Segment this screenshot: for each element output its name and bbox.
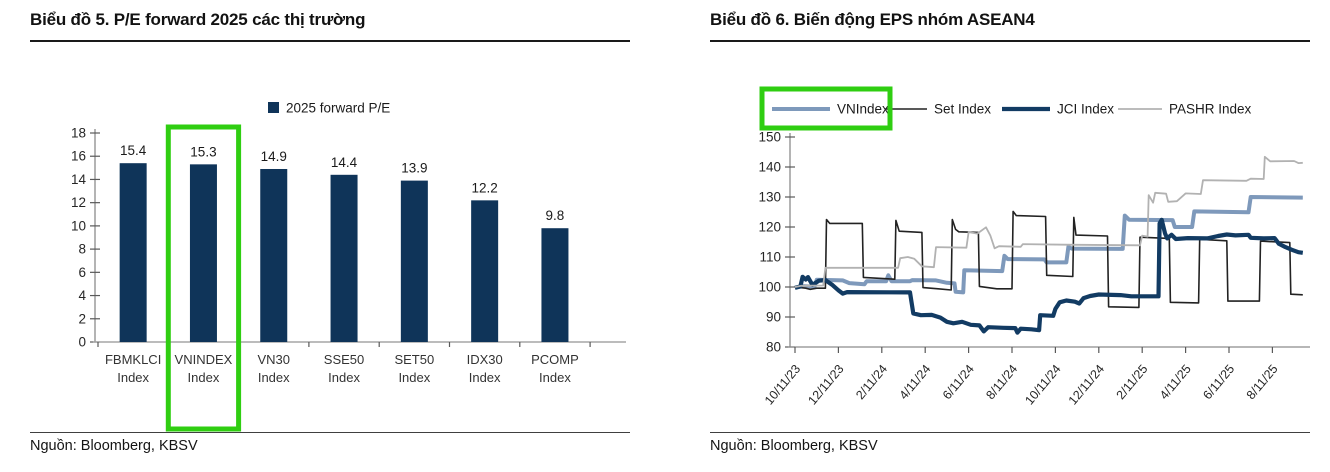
x-tick-label: 10/11/23	[762, 362, 803, 408]
highlight-box-vnindex-legend	[759, 86, 893, 131]
x-tick-label: 12/11/23	[805, 362, 846, 408]
y-tick-label: 2	[78, 311, 86, 326]
legend-label: 2025 forward P/E	[286, 101, 390, 116]
y-tick-label: 8	[78, 242, 86, 257]
category-label-line1: IDX30	[467, 352, 503, 367]
x-tick-label: 6/11/24	[940, 362, 977, 402]
y-tick-label: 80	[766, 340, 781, 355]
category-label-line2: Index	[469, 370, 501, 385]
bar-sse50	[330, 174, 358, 342]
y-tick-label: 120	[758, 220, 781, 235]
x-tick-label: 2/11/25	[1114, 362, 1151, 402]
category-label-line1: VNINDEX	[175, 352, 233, 367]
chart6-source: Nguồn: Bloomberg, KBSV	[710, 432, 1310, 454]
bar-value-label: 15.3	[190, 144, 216, 159]
y-tick-label: 14	[71, 172, 87, 187]
legend-label-pashr-index: PASHR Index	[1169, 102, 1252, 117]
y-tick-label: 4	[78, 288, 86, 303]
chart5-title: Biểu đồ 5. P/E forward 2025 các thị trườ…	[30, 10, 630, 42]
legend-label-vnindex: VNIndex	[837, 102, 889, 117]
y-tick-label: 0	[78, 335, 86, 350]
eps-asean4-chart-section: Biểu đồ 6. Biến động EPS nhóm ASEAN4 VNI…	[710, 10, 1310, 454]
category-label-line2: Index	[398, 370, 430, 385]
bar-pcomp	[541, 228, 569, 342]
bar-vnindex	[189, 164, 217, 342]
legend-label-jci-index: JCI Index	[1057, 102, 1114, 117]
y-tick-label: 140	[758, 160, 781, 175]
pe-forward-chart-section: Biểu đồ 5. P/E forward 2025 các thị trườ…	[30, 10, 630, 454]
category-label-line2: Index	[188, 370, 220, 385]
category-label-line1: VN30	[257, 352, 290, 367]
bar-chart-svg: 2025 forward P/E 0 2 4 6 8 10 12 14 16 18 15.4 FBMKL…	[71, 101, 626, 432]
bar-idx30	[471, 200, 499, 342]
y-tick-label: 130	[758, 190, 781, 205]
pe-forward-bar-chart: 2025 forward P/E 0 2 4 6 8 10 12 14 16 18 15.4 FBMKL…	[30, 42, 630, 432]
y-tick-label: 90	[766, 310, 781, 325]
bar-value-label: 14.4	[331, 155, 358, 170]
category-label-line2: Index	[539, 370, 571, 385]
x-tick-label: 10/11/24	[1022, 362, 1063, 408]
series-line-pashr-index	[794, 155, 1303, 288]
x-tick-label: 4/11/25	[1157, 362, 1194, 402]
series-line-vnindex	[794, 195, 1303, 295]
eps-asean4-line-chart: VNIndex Set Index JCI Index PASHR Index 80 90…	[710, 42, 1310, 432]
y-tick-label: 10	[71, 218, 86, 233]
y-tick-label: 12	[71, 195, 86, 210]
bar-vn30	[260, 168, 288, 342]
y-tick-label: 100	[758, 280, 781, 295]
category-label-line1: SET50	[394, 352, 434, 367]
chart5-source: Nguồn: Bloomberg, KBSV	[30, 432, 630, 454]
bar-value-label: 9.8	[546, 208, 565, 223]
y-tick-label: 18	[71, 126, 86, 141]
y-tick-label: 6	[78, 265, 86, 280]
bar-value-label: 15.4	[120, 143, 147, 158]
bar-value-label: 13.9	[401, 161, 427, 176]
chart6-title: Biểu đồ 6. Biến động EPS nhóm ASEAN4	[710, 10, 1310, 42]
category-label-line1: FBMKLCI	[105, 352, 161, 367]
category-label-line2: Index	[258, 370, 290, 385]
legend-label-set-index: Set Index	[934, 102, 991, 117]
line-chart-svg: VNIndex Set Index JCI Index PASHR Index 80 90…	[758, 86, 1310, 408]
bar-value-label: 12.2	[472, 180, 498, 195]
bar-fbmklci	[119, 163, 147, 342]
x-tick-label: 12/11/24	[1066, 362, 1107, 408]
y-tick-label: 110	[759, 250, 781, 265]
category-label-line2: Index	[328, 370, 360, 385]
x-tick-label: 6/11/25	[1200, 362, 1237, 402]
bar-set50	[400, 180, 428, 342]
series-line-jci-index	[794, 217, 1304, 335]
category-label-line1: PCOMP	[531, 352, 579, 367]
y-tick-label: 16	[71, 149, 86, 164]
category-label-line1: SSE50	[324, 352, 364, 367]
x-tick-label: 8/11/24	[983, 362, 1020, 402]
x-tick-label: 4/11/24	[897, 362, 934, 402]
series-line-set-index	[794, 210, 1303, 309]
y-tick-label: 150	[758, 130, 781, 145]
legend-marker-square	[268, 102, 279, 113]
bar-value-label: 14.9	[261, 149, 287, 164]
highlight-box-vnindex	[165, 124, 242, 432]
x-tick-label: 8/11/25	[1244, 362, 1281, 402]
category-label-line2: Index	[117, 370, 149, 385]
x-tick-label: 2/11/24	[853, 362, 890, 402]
